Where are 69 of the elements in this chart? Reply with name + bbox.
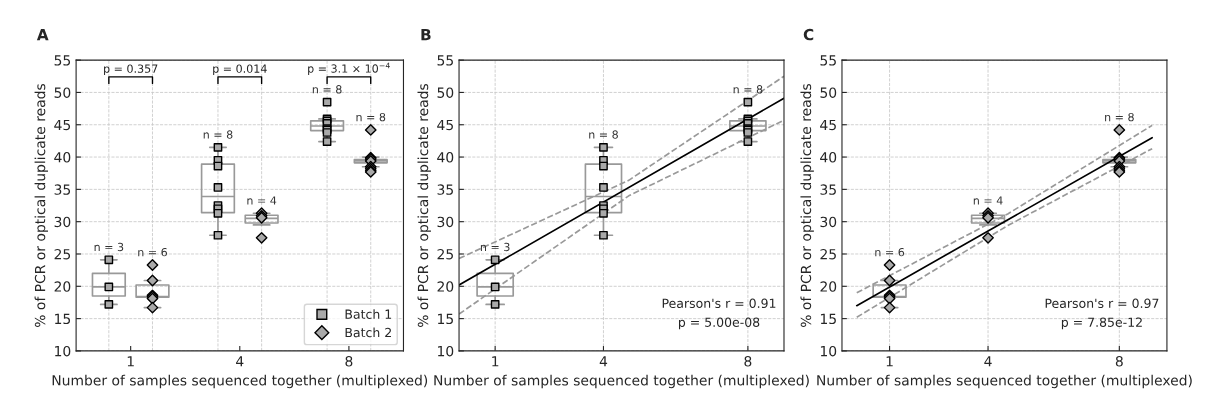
y-tick-label: 55 (437, 55, 453, 66)
annotation: Pearson's r = 0.97 (1045, 298, 1159, 309)
y-tick-label: 15 (438, 313, 453, 325)
legend-label: Batch 2 (345, 327, 391, 338)
text: n = 8 (733, 85, 763, 94)
y-tick-label: 40 (437, 152, 454, 163)
y-tick-label: 15 (55, 313, 71, 325)
annotation: p = 0.357 (104, 64, 158, 75)
y-tick-label: 45 (820, 119, 836, 131)
y-tick-label: 25 (437, 248, 453, 260)
x-tick-label: 4 (984, 356, 992, 367)
y-tick-label: 10 (820, 345, 837, 357)
text: n = 8 (589, 130, 618, 139)
text: n = 3 (480, 242, 510, 252)
y-tick-label: 20 (437, 281, 454, 292)
annotation: p = 7.85e-12 (1061, 317, 1142, 330)
y-tick-label: 25 (54, 248, 71, 260)
text: n = 6 (875, 247, 905, 257)
y-axis-title: % of PCR or optical duplicate reads (800, 83, 814, 327)
x-axis-title: Number of samples sequenced together (multiplexed) (52, 374, 428, 389)
y-tick-label: 25 (820, 248, 836, 260)
y-tick-label: 45 (54, 119, 71, 131)
y-tick-label: 40 (54, 152, 71, 163)
annotation: p = 5.00e-08 (678, 317, 760, 330)
x-tick-label: 4 (236, 356, 244, 367)
x-tick-label: 1 (492, 356, 499, 367)
x-axis-title: Number of samples sequenced together (multiplexed) (434, 374, 809, 389)
y-tick-label: 40 (820, 152, 837, 163)
y-tick-label: 30 (820, 216, 837, 228)
x-axis-title: Number of samples sequenced together (multiplexed) (817, 374, 1192, 389)
x-tick-label: 1 (127, 356, 134, 367)
y-tick-label: 15 (820, 313, 836, 325)
text: n = 8 (356, 112, 386, 122)
y-tick-label: 45 (437, 119, 453, 131)
y-axis-title: % of PCR or optical duplicate reads (417, 83, 431, 327)
chart-title: A (36, 29, 49, 41)
text: n = 8 (203, 130, 233, 139)
chart-title: C (803, 28, 814, 41)
y-tick-label: 55 (820, 55, 836, 66)
y-tick-label: 10 (55, 345, 71, 357)
legend-label: Batch 1 (345, 309, 392, 319)
y-tick-label: 50 (437, 87, 454, 98)
y-tick-label: 30 (437, 216, 454, 228)
y-axis-title: % of PCR or optical duplicate reads (34, 83, 49, 327)
x-tick-label: 8 (744, 356, 752, 367)
y-tick-label: 55 (54, 55, 71, 66)
y-tick-label: 50 (54, 87, 71, 98)
x-tick-label: 8 (1115, 356, 1123, 367)
x-tick-label: 4 (599, 356, 608, 367)
text: n = 8 (1105, 112, 1134, 122)
y-tick-label: 35 (820, 184, 836, 195)
x-tick-label: 8 (345, 356, 353, 367)
y-tick-label: 30 (54, 216, 71, 228)
chart-title: B (421, 29, 431, 41)
text: n = 4 (247, 196, 277, 205)
text: n = 3 (94, 242, 124, 252)
y-tick-label: 20 (820, 281, 837, 292)
y-tick-label: 35 (54, 184, 71, 195)
text: n = 8 (312, 85, 342, 94)
text: n = 4 (973, 196, 1003, 205)
y-tick-label: 10 (438, 345, 454, 357)
annotation: p = 0.014 (213, 64, 267, 75)
x-tick-label: 1 (886, 356, 893, 367)
annotation: p = 3.1 × 10$^{−4}$ (308, 62, 390, 75)
annotation: Pearson's r = 0.91 (662, 298, 776, 309)
y-tick-label: 35 (437, 184, 453, 195)
text: n = 6 (138, 247, 168, 257)
y-tick-label: 50 (820, 87, 837, 98)
y-tick-label: 20 (54, 281, 71, 292)
